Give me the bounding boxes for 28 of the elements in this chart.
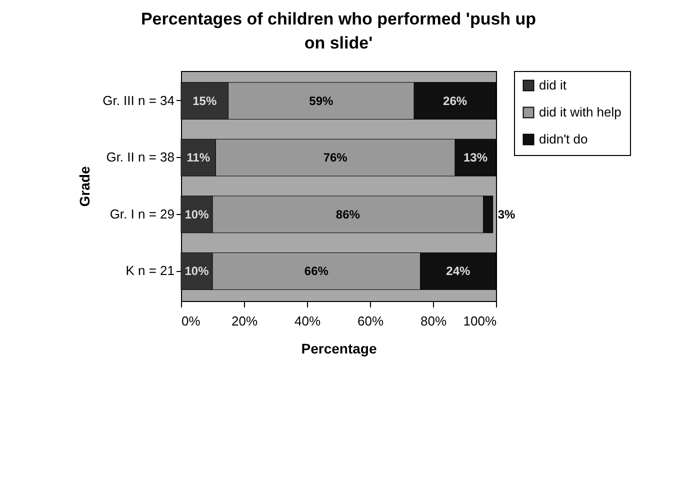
legend-label: didn't do: [539, 132, 588, 146]
y-tick-label: Gr. I n = 29: [110, 206, 174, 222]
x-tick-label: 0%: [182, 314, 201, 328]
x-tick-label: 80%: [420, 314, 447, 328]
legend-label: did it with help: [539, 104, 622, 120]
data-label: 59%: [309, 94, 334, 108]
legend-label: did it: [539, 78, 567, 92]
chart-title: Percentages of children who performed 'push up on slide': [140, 10, 536, 52]
data-label: 76%: [323, 150, 348, 165]
data-label: 10%: [184, 207, 210, 222]
data-label: 11%: [186, 150, 210, 165]
x-axis-title: Percentage: [301, 340, 377, 356]
data-label: 86%: [336, 207, 360, 222]
y-tick-label: Gr. III n = 34: [102, 92, 174, 108]
x-tick-label: 100%: [463, 314, 497, 328]
y-tick-label: Gr. II n = 38: [106, 150, 174, 165]
x-tick-label: 20%: [231, 314, 258, 328]
data-label: 13%: [464, 150, 488, 165]
x-tick-label: 60%: [357, 314, 384, 328]
data-label: 10%: [184, 264, 210, 278]
y-axis-title: Grade: [76, 166, 93, 207]
data-label: 66%: [304, 264, 329, 278]
data-label: 15%: [192, 94, 217, 108]
data-label: 3%: [498, 207, 516, 222]
y-tick-label: K n = 21: [126, 263, 174, 278]
data-label: 24%: [446, 264, 471, 278]
data-label: 26%: [443, 94, 468, 108]
x-tick-label: 40%: [294, 314, 321, 328]
